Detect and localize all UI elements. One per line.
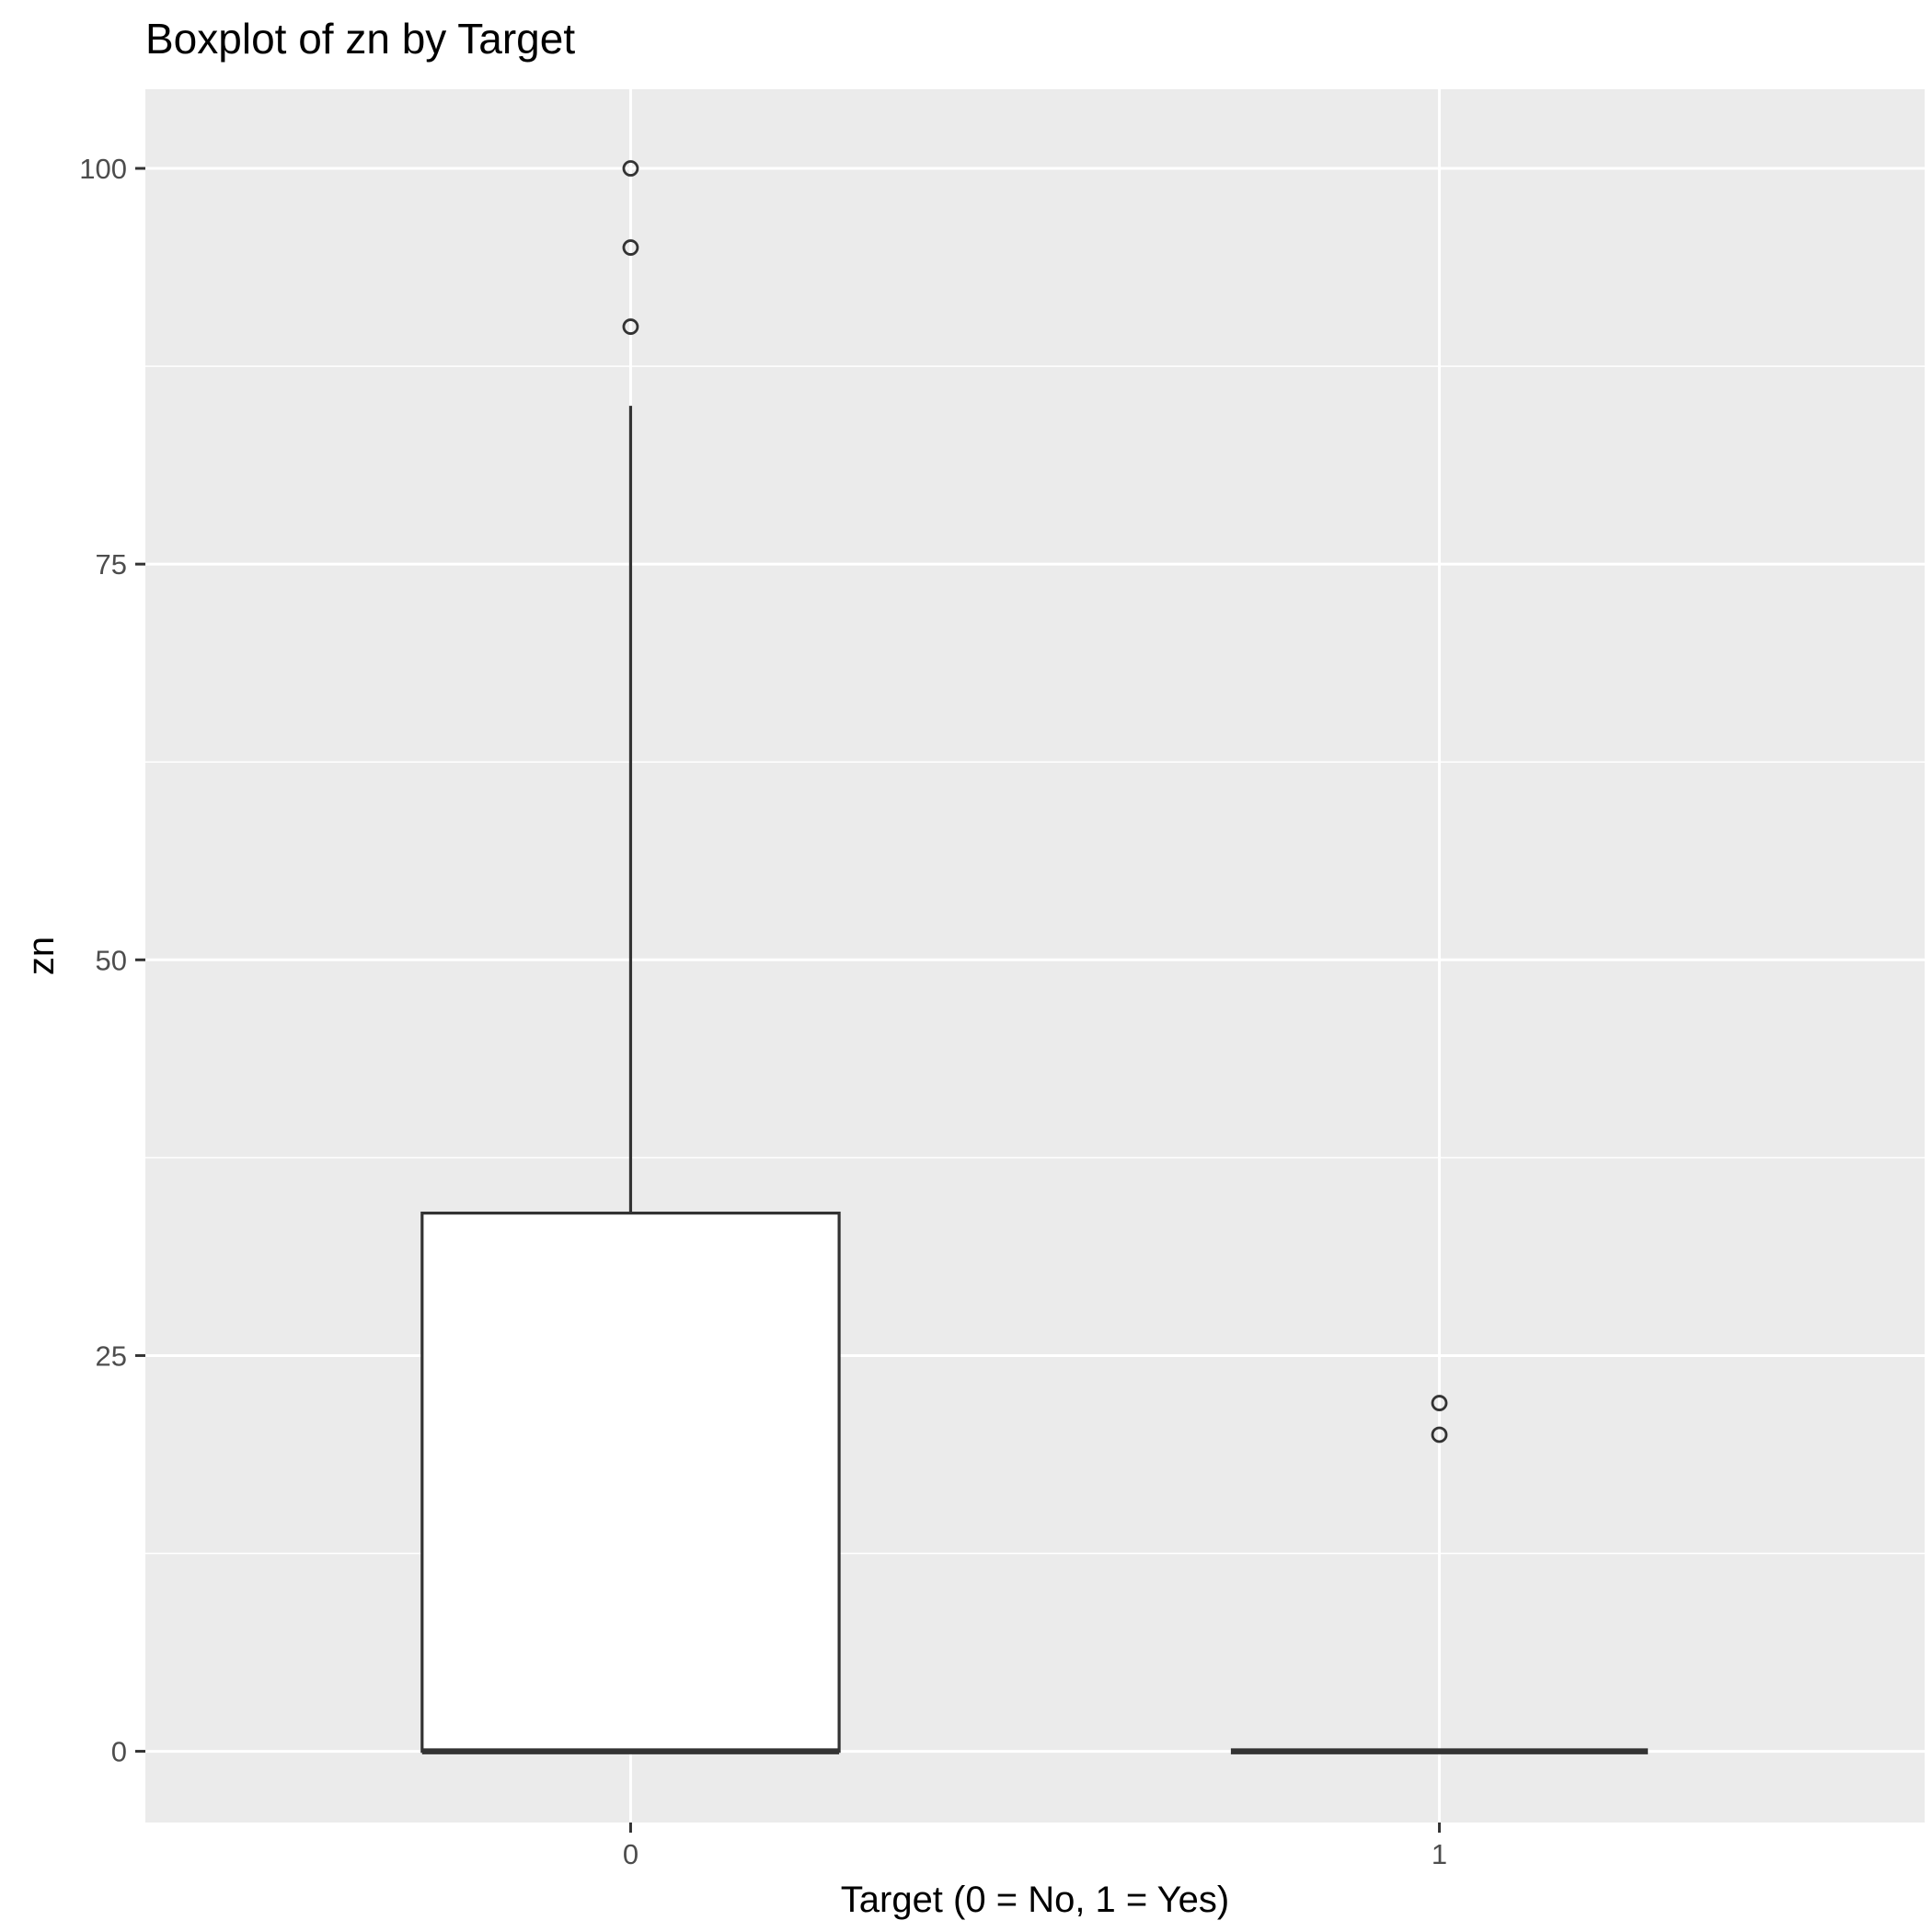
chart-title: Boxplot of zn by Target xyxy=(145,15,575,63)
y-tick-label: 100 xyxy=(79,153,127,185)
x-axis-label: Target (0 = No, 1 = Yes) xyxy=(841,1880,1229,1920)
outlier-point xyxy=(1431,1426,1448,1443)
box xyxy=(420,1211,841,1754)
x-tick-label: 1 xyxy=(1432,1838,1447,1870)
y-axis: 0 25 50 75 100 xyxy=(79,153,145,1768)
y-tick-label: 75 xyxy=(96,548,127,581)
y-tick-label: 0 xyxy=(111,1736,127,1768)
plot-panel xyxy=(145,89,1925,1823)
box-group-0 xyxy=(420,160,841,1754)
y-axis-label: zn xyxy=(21,937,62,975)
outlier-point xyxy=(1431,1395,1448,1411)
outlier-point xyxy=(622,160,639,177)
outlier-point xyxy=(622,239,639,256)
y-tick-label: 50 xyxy=(96,944,127,976)
y-tick-label: 25 xyxy=(96,1340,127,1372)
box-group-1 xyxy=(1230,1395,1649,1754)
outlier-point xyxy=(622,318,639,335)
boxes-layer xyxy=(420,160,1649,1754)
x-tick-label: 0 xyxy=(623,1838,638,1870)
